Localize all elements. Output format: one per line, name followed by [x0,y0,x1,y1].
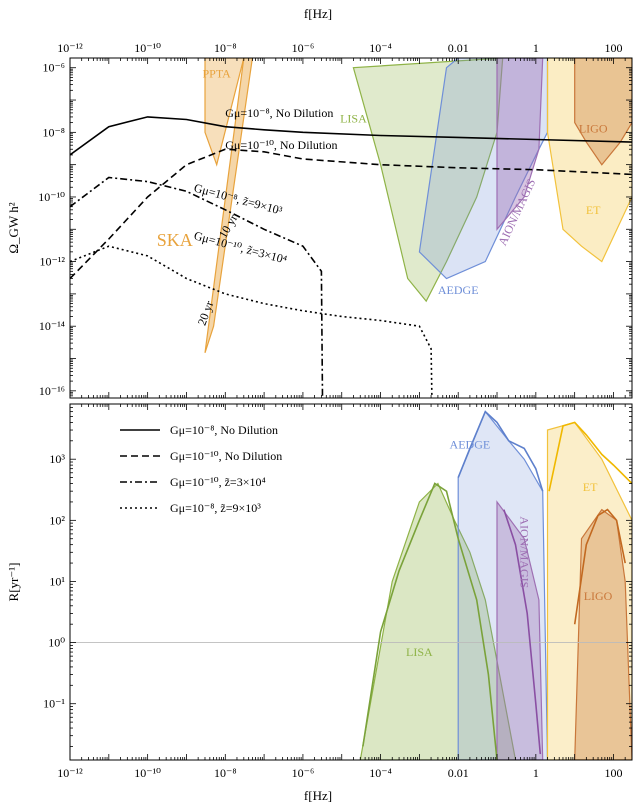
region-label-ligo: LIGO [584,589,613,603]
x-tick-label-bottom: 10⁻⁴ [369,766,392,780]
y-tick-label: 10² [49,513,65,527]
legend: Gμ=10⁻⁸, No Dilution Gμ=10⁻¹⁰, No Dilutio… [120,423,282,515]
region-lisa [352,58,504,303]
x-tick-label-bottom: 0.01 [448,766,469,780]
region-label-lisa: LISA [340,112,367,126]
y-tick-label: 10⁻⁶ [42,61,65,75]
series-g-10-no-dilution [70,116,632,156]
x-tick-label-top: 10⁻¹⁰ [134,41,161,55]
region-label-lisa: LISA [406,645,433,659]
region-label-aion-magis: AION/MAGIS [517,516,531,588]
series-ligo-solid [573,508,626,625]
y-axis-title: R[yr⁻¹] [6,563,21,602]
y-tick-label: 10⁻¹⁴ [39,319,65,333]
region-label-et: ET [586,203,601,217]
x-tick-label-top: 1 [533,41,539,55]
x-tick-label-bottom: 100 [604,766,622,780]
region-aion-magis [496,500,544,760]
series-g-10-no-dilution [70,148,632,280]
region-et [546,421,632,760]
x-tick-label-bottom: 10⁻⁶ [292,766,315,780]
x-tick-label-bottom: 1 [533,766,539,780]
x-tick-label-bottom: 10⁻¹⁰ [134,766,161,780]
series-aion-solid [503,509,542,755]
x-tick-label-top: 0.01 [448,41,469,55]
region-ppta [204,58,245,167]
curve-label-g-10-no-dilution: Gμ=10⁻¹⁰, No Dilution [225,138,337,152]
bottom-x-axis-title: f[Hz] [304,788,332,803]
region-label-ppta: PPTA [202,66,231,80]
legend-label: Gμ=10⁻¹⁰, z̃=3×10⁴ [170,475,266,489]
plot-area: PPTASKALISAAEDGEAION/MAGISLIGOETGμ=10⁻⁸,… [70,58,632,398]
x-tick-label-top: 10⁻¹² [57,41,83,55]
region-lisa [359,482,517,760]
plot-frame [69,403,633,761]
region-ska [204,58,254,353]
legend-label: Gμ=10⁻⁸, z̃=9×10³ [170,501,261,515]
plot-frame [69,57,633,399]
region-label-ligo: LIGO [579,121,608,135]
x-tick-label-top: 10⁻⁸ [214,41,237,55]
y-tick-label: 10¹ [49,574,65,588]
region-label-aedge: AEDGE [438,283,479,297]
y-tick-label: 10⁻⁸ [42,125,65,139]
series-et-solid [548,421,632,492]
legend-label: Gμ=10⁻⁸, No Dilution [170,423,278,437]
y-axis-title: Ω_GW h² [6,202,21,253]
x-tick-label-top: 100 [604,41,622,55]
top-panel-omega-gw: PPTASKALISAAEDGEAION/MAGISLIGOETGμ=10⁻⁸,… [6,41,633,399]
region-label-ska: SKA [157,230,193,250]
y-tick-label: 10⁻¹⁰ [38,190,65,204]
bottom-panel-rate: AEDGE ET LISA LIGO AION/MAGIS 10⁻¹² 10⁻¹⁰ 10⁻⁸ 1… [6,403,633,780]
plot-area: AEDGE ET LISA LIGO AION/MAGIS [70,410,632,760]
x-tick-label-top: 10⁻⁶ [292,41,315,55]
series-g-10-z-3-10 [70,176,324,398]
y-tick-label: 10³ [49,452,65,466]
series-aedge-solid [457,410,544,492]
region-aion-magis [496,58,544,231]
region-et [546,58,632,263]
x-tick-label-top: 10⁻⁴ [369,41,392,55]
y-tick-label: 10⁻¹² [39,255,65,269]
curve-label-g-10-no-dilution: Gμ=10⁻⁸, No Dilution [225,106,333,120]
x-tick-label-bottom: 10⁻⁸ [214,766,237,780]
x-tick-label-bottom: 10⁻¹² [57,766,83,780]
legend-label: Gμ=10⁻¹⁰, No Dilution [170,449,282,463]
series-g-10-z-9-10 [70,245,433,398]
series-lisa-solid [362,482,498,760]
y-tick-label: 10⁰ [48,636,65,650]
y-tick-label: 10⁻¹⁶ [39,384,65,398]
curve-label-g-10-z-9-10: Gμ=10⁻⁸, z̃=9×10³ [193,181,285,218]
top-x-axis-title: f[Hz] [304,6,332,21]
region-label-aedge: AEDGE [450,437,491,451]
region-label-et: ET [583,480,598,494]
y-tick-label: 10⁻¹ [43,697,65,711]
